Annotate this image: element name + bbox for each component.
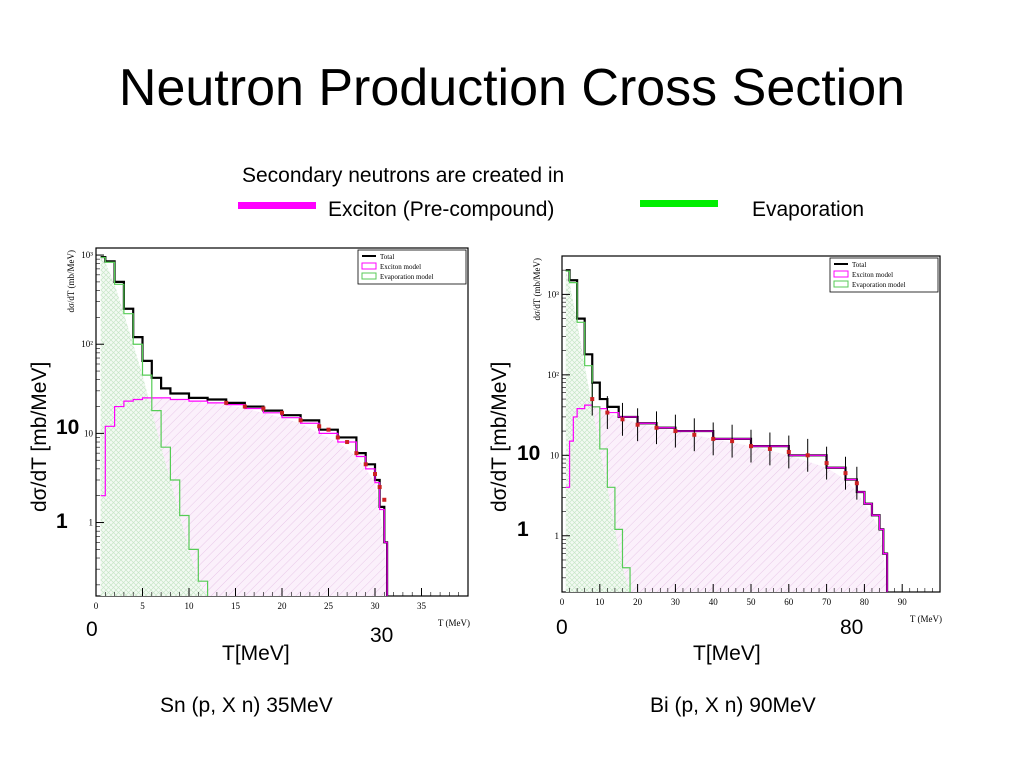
right-x0-label: 0 [556, 616, 568, 639]
bi-exciton-area [565, 405, 888, 592]
bi-data-point [767, 446, 772, 451]
bi-legend-entry: Evaporation model [852, 281, 906, 289]
exciton-legend-swatch [238, 202, 316, 209]
sn-inner-x-title: T (MeV) [438, 618, 470, 628]
bi-legend-entry: Exciton model [852, 271, 893, 279]
sn-legend-entry: Total [380, 253, 394, 261]
bi-legend-swatch [833, 280, 849, 288]
left-y-axis-label: dσ/dT [mb/MeV] [28, 361, 51, 512]
left-caption: Sn (p, X n) 35MeV [160, 694, 333, 717]
right-y1-label: 1 [517, 518, 529, 541]
bi-x-tick-label: 10 [595, 597, 605, 607]
bi-inner-x-title: T (MeV) [910, 614, 942, 624]
sn-legend-entry: Evaporation model [380, 273, 434, 281]
bi-x-tick-label: 20 [633, 597, 643, 607]
sn-y-tick-label: 10³ [81, 250, 93, 260]
bi-y-tick-label: 10² [547, 370, 559, 380]
bi-cross-section-chart: 0 10 20 30 40 50 60 70 80 90 1 10 10² 10³ T (MeV) dσ/dT… [532, 255, 942, 624]
sn-y-tick-label: 1 [89, 518, 94, 528]
sn-data-point [298, 418, 303, 423]
bi-evaporation-area [565, 271, 631, 592]
sn-x-tick-label: 10 [185, 601, 195, 611]
slide-subtitle: Secondary neutrons are created in [242, 164, 565, 187]
evaporation-legend-label: Evaporation [752, 198, 865, 221]
sn-data-point [377, 485, 382, 490]
bi-x-tick-label: 0 [560, 597, 565, 607]
bi-data-point [620, 417, 625, 422]
sn-data-point [280, 410, 284, 415]
bi-evaporation-line [565, 270, 631, 592]
left-x-axis-label: T[MeV] [222, 642, 290, 665]
bi-data-point [730, 439, 735, 444]
right-caption: Bi (p, X n) 90MeV [650, 694, 816, 717]
bi-data-point [824, 461, 829, 466]
sn-x-tick-label: 15 [231, 601, 241, 611]
bi-x-tick-label: 80 [860, 597, 870, 607]
bi-y-tick-label: 10³ [547, 289, 559, 299]
sn-y-tick-label: 10² [81, 339, 93, 349]
slide-title: Neutron Production Cross Section [118, 59, 906, 117]
left-y1-label: 1 [56, 510, 68, 533]
bi-data-point [654, 425, 659, 430]
bi-x-tick-label: 90 [898, 597, 908, 607]
bi-data-point [692, 432, 697, 437]
sn-x-tick-label: 35 [417, 601, 427, 611]
sn-x-tick-label: 30 [371, 601, 381, 611]
right-x80-label: 80 [840, 616, 864, 639]
bi-inner-y-title: dσ/dT (mb/MeV) [532, 258, 542, 320]
sn-inner-y-title: dσ/dT (mb/MeV) [66, 250, 76, 312]
sn-data-point [335, 435, 340, 440]
bi-data-point [805, 453, 810, 458]
right-x-axis-label: T[MeV] [693, 642, 761, 665]
sn-legend-swatch [361, 262, 377, 270]
left-y10-label: 10 [56, 416, 80, 439]
bi-data-point [590, 397, 595, 402]
evaporation-legend-swatch [640, 200, 718, 207]
bi-data-point [854, 481, 859, 486]
sn-data-point [363, 462, 368, 467]
right-y10-label: 10 [517, 442, 541, 465]
left-x0-label: 0 [86, 618, 98, 641]
sn-y-tick-label: 10 [84, 428, 94, 438]
sn-data-point [326, 427, 331, 432]
bi-y-tick-label: 10 [550, 450, 560, 460]
bi-x-tick-label: 70 [822, 597, 832, 607]
bi-legend-entry: Total [852, 261, 866, 269]
right-y-axis-label: dσ/dT [mb/MeV] [488, 361, 511, 512]
sn-data-point [382, 497, 387, 502]
bi-x-tick-label: 40 [709, 597, 719, 607]
sn-legend-swatch [361, 272, 377, 280]
sn-x-tick-label: 25 [324, 601, 334, 611]
sn-data-point [354, 451, 359, 456]
bi-legend-swatch [833, 270, 849, 278]
sn-data-point [242, 404, 247, 409]
bi-data-point [711, 436, 716, 441]
bi-x-tick-label: 60 [784, 597, 794, 607]
bi-x-tick-label: 30 [671, 597, 681, 607]
sn-x-tick-label: 5 [140, 601, 145, 611]
bi-y-tick-label: 1 [555, 531, 560, 541]
exciton-legend-label: Exciton (Pre-compound) [328, 198, 555, 221]
sn-evaporation-line [100, 256, 209, 596]
sn-cross-section-chart: 0 5 10 15 20 25 30 35 1 10 10² 10³ T (MeV) dσ/dT (mb/… [66, 247, 470, 628]
sn-data-point [317, 424, 322, 429]
sn-exciton-line [100, 397, 388, 596]
bi-data-point [673, 429, 678, 434]
sn-legend-entry: Exciton model [380, 263, 421, 271]
bi-data-point [786, 449, 791, 454]
sn-x-tick-label: 20 [278, 601, 288, 611]
bi-data-point [605, 410, 610, 415]
bi-data-point [749, 444, 753, 449]
sn-data-point [224, 400, 229, 405]
sn-data-point [345, 440, 350, 445]
left-x30-label: 30 [370, 624, 394, 647]
bi-data-point [635, 422, 640, 427]
bi-data-point [843, 471, 848, 476]
sn-x-tick-label: 0 [94, 601, 99, 611]
sn-data-point [261, 406, 266, 411]
sn-data-point [373, 472, 377, 477]
sn-evaporation-area [100, 257, 208, 596]
bi-x-tick-label: 50 [747, 597, 757, 607]
